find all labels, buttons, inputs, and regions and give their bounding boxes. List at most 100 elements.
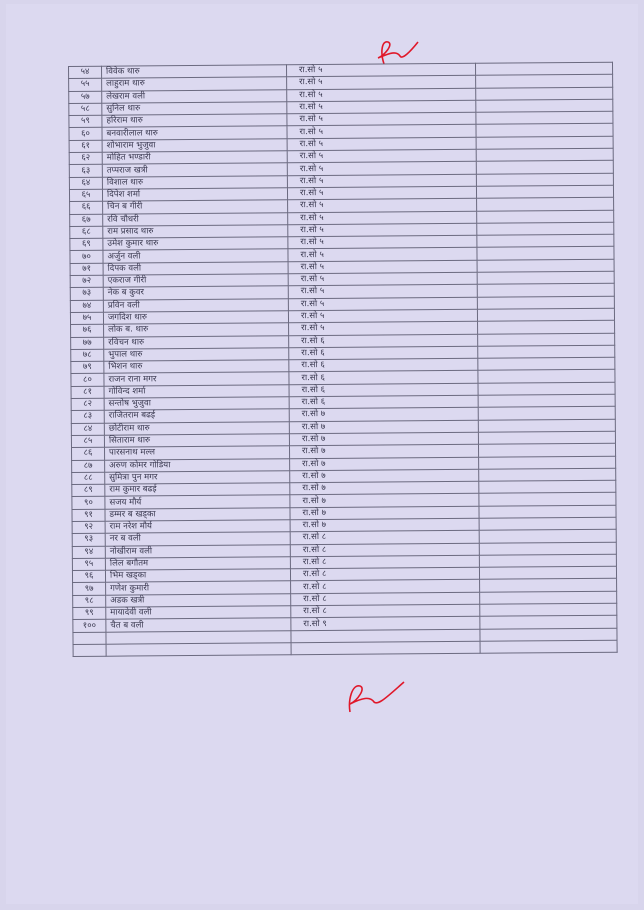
- remarks-cell: [478, 480, 616, 494]
- remarks-cell: [476, 148, 614, 162]
- serial-number: ६०: [68, 127, 103, 141]
- serial-number: ७७: [70, 336, 104, 350]
- remarks-cell: [479, 529, 617, 543]
- serial-number: ९७: [72, 582, 106, 596]
- remarks-cell: [478, 406, 616, 420]
- remarks-cell: [478, 468, 616, 482]
- serial-number: ७०: [69, 250, 104, 264]
- serial-number: ७३: [70, 287, 104, 301]
- remarks-cell: [478, 455, 616, 470]
- serial-number: ६५: [69, 189, 103, 202]
- serial-number: ८८: [71, 472, 105, 485]
- remarks-cell: [479, 566, 617, 580]
- serial-number: ८७: [71, 459, 105, 473]
- remarks-cell: [477, 283, 615, 297]
- signature-top: [377, 41, 419, 65]
- empty-cell: [106, 642, 292, 657]
- serial-number: ६६: [69, 201, 103, 215]
- serial-number: ६४: [69, 176, 103, 190]
- remarks-cell: [478, 418, 616, 433]
- serial-number: ७१: [70, 262, 104, 276]
- remarks-cell: [475, 62, 613, 76]
- remarks-cell: [475, 74, 613, 88]
- remarks-cell: [477, 332, 615, 347]
- remarks-cell: [477, 369, 615, 384]
- serial-number: ९१: [71, 508, 106, 522]
- remarks-cell: [479, 541, 617, 556]
- serial-number: ६२: [69, 152, 103, 165]
- remarks-cell: [479, 603, 617, 617]
- serial-number: ८१: [71, 385, 105, 399]
- serial-number: ६९: [69, 238, 103, 251]
- remarks-cell: [475, 99, 613, 113]
- remarks-cell: [478, 394, 616, 408]
- remarks-cell: [479, 590, 617, 605]
- remarks-cell: [476, 209, 614, 224]
- serial-number: ७२: [70, 275, 104, 288]
- name-list-table: ५४ विवेक थारु रा.सो ५ ५५ लाहुराम थारु रा.सो ५…: [68, 62, 618, 658]
- serial-number: ८३: [71, 410, 105, 424]
- remarks-cell: [476, 234, 614, 248]
- remarks-cell: [475, 86, 613, 101]
- remarks-cell: [477, 357, 615, 371]
- empty-cell: [480, 640, 618, 654]
- serial-number: ६१: [69, 140, 103, 153]
- remarks-cell: [478, 492, 616, 506]
- scanned-page: [6, 4, 638, 904]
- serial-number: ७६: [70, 324, 104, 338]
- serial-number: ६३: [69, 164, 103, 178]
- serial-number: ९५: [72, 558, 106, 571]
- remarks-cell: [478, 431, 616, 445]
- serial-number: ८५: [71, 435, 105, 448]
- remarks-cell: [479, 517, 617, 531]
- serial-number: ९२: [72, 521, 106, 534]
- serial-number: ६८: [69, 226, 103, 239]
- remarks-cell: [476, 185, 614, 199]
- remarks-cell: [476, 136, 614, 150]
- remarks-cell: [476, 172, 614, 187]
- signature-bottom: [348, 681, 405, 713]
- remarks-cell: [477, 258, 615, 273]
- empty-cell: [73, 644, 107, 657]
- serial-number: ९३: [72, 533, 106, 547]
- serial-number: ७४: [70, 299, 104, 313]
- serial-number: ५४: [68, 66, 102, 79]
- remarks-cell: [477, 308, 615, 322]
- serial-number: ८०: [70, 373, 105, 387]
- remarks-cell: [476, 160, 614, 174]
- remarks-cell: [479, 578, 617, 593]
- remarks-cell: [477, 345, 615, 359]
- serial-number: ८६: [71, 447, 105, 460]
- serial-number: १००: [72, 619, 106, 633]
- serial-number: ६७: [69, 213, 103, 227]
- empty-cell: [72, 631, 107, 645]
- empty-cell: [291, 641, 481, 656]
- serial-number: ९९: [72, 607, 106, 620]
- serial-number: ९६: [72, 570, 106, 583]
- serial-number: ७८: [70, 349, 104, 362]
- remarks-cell: [479, 615, 617, 629]
- remarks-cell: [476, 222, 614, 236]
- serial-number: ८४: [71, 422, 105, 436]
- empty-cell: [479, 627, 618, 642]
- serial-number: ८९: [71, 484, 105, 497]
- remarks-cell: [475, 123, 614, 138]
- serial-number: ५७: [68, 90, 102, 104]
- serial-number: ९८: [72, 594, 106, 608]
- serial-number: ७५: [70, 312, 104, 325]
- serial-number: ५५: [68, 78, 102, 92]
- serial-number: ९०: [71, 496, 105, 510]
- remarks-cell: [478, 443, 616, 457]
- serial-number: ५८: [68, 103, 102, 116]
- remarks-cell: [478, 504, 617, 519]
- remarks-cell: [476, 246, 615, 261]
- remarks-cell: [478, 381, 616, 396]
- serial-number: ८२: [71, 398, 105, 411]
- remarks-cell: [475, 111, 613, 125]
- remarks-cell: [477, 295, 615, 310]
- serial-number: ९४: [72, 545, 106, 559]
- remarks-cell: [477, 271, 615, 285]
- serial-number: ५९: [68, 115, 102, 128]
- remarks-cell: [477, 320, 615, 334]
- serial-number: ७९: [70, 361, 104, 374]
